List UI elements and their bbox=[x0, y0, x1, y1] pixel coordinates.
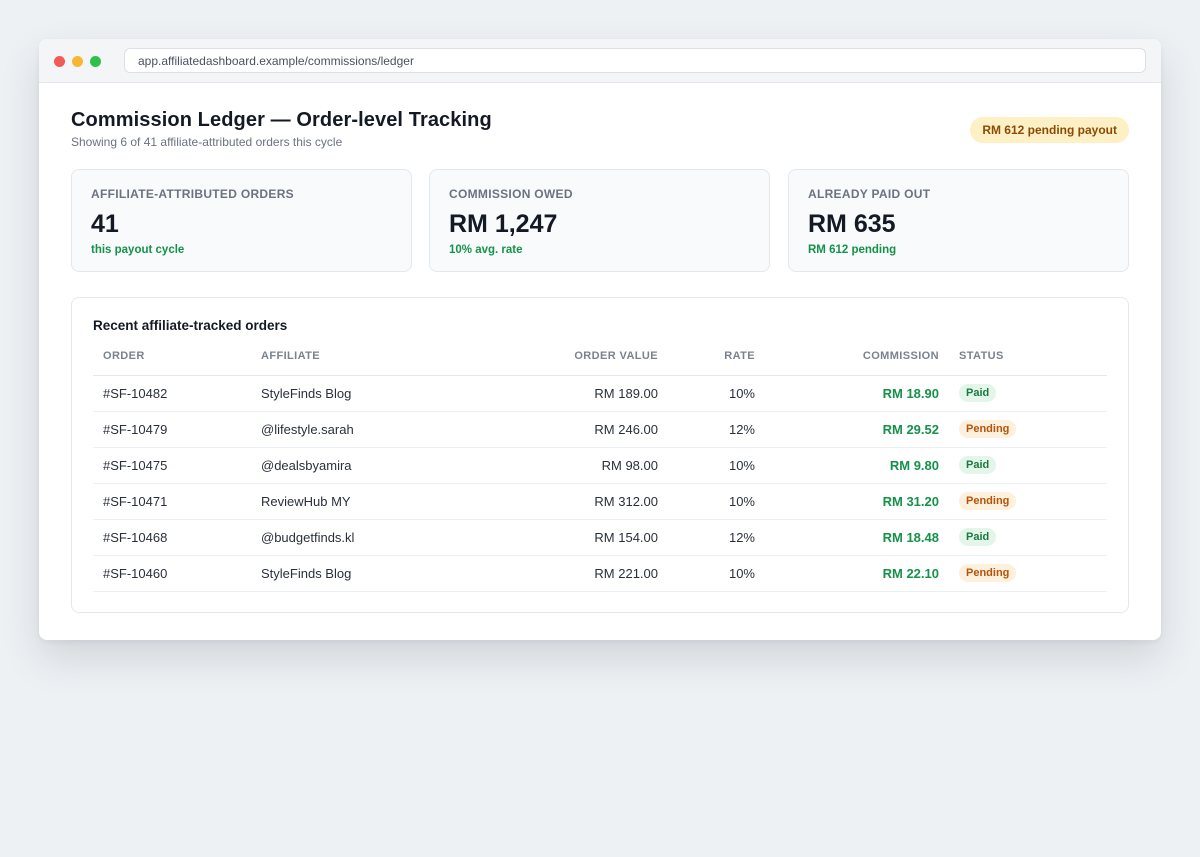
stat-card-commission-owed: COMMISSION OWED RM 1,247 10% avg. rate bbox=[429, 169, 770, 272]
close-window-dot[interactable] bbox=[54, 56, 65, 67]
stat-note: this payout cycle bbox=[91, 244, 185, 256]
order-id: #SF-10471 bbox=[93, 483, 251, 520]
stat-note: 10% avg. rate bbox=[449, 244, 523, 256]
table-title: Recent affiliate-tracked orders bbox=[93, 318, 288, 333]
stat-note: RM 612 pending bbox=[808, 244, 897, 256]
column-header-commission[interactable]: COMMISSION bbox=[765, 350, 949, 376]
affiliate-name: @dealsbyamira bbox=[251, 447, 481, 484]
commission-rate: 10% bbox=[668, 483, 765, 520]
commission-rate: 10% bbox=[668, 555, 765, 592]
column-header-rate[interactable]: RATE bbox=[668, 350, 765, 376]
order-value: RM 246.00 bbox=[481, 411, 668, 448]
affiliate-name: StyleFinds Blog bbox=[251, 555, 481, 592]
stat-value: RM 1,247 bbox=[449, 210, 558, 238]
stat-value: RM 635 bbox=[808, 210, 896, 238]
status-cell: Paid bbox=[949, 519, 1107, 556]
order-id: #SF-10460 bbox=[93, 555, 251, 592]
stat-label: ALREADY PAID OUT bbox=[808, 187, 931, 201]
column-header-affiliate[interactable]: AFFILIATE bbox=[251, 350, 481, 376]
status-badge: Pending bbox=[959, 492, 1017, 510]
orders-table-card: Recent affiliate-tracked orders ORDER AF… bbox=[71, 297, 1129, 613]
stat-label: AFFILIATE-ATTRIBUTED ORDERS bbox=[91, 187, 294, 201]
maximize-window-dot[interactable] bbox=[90, 56, 101, 67]
page-subtitle: Showing 6 of 41 affiliate-attributed ord… bbox=[71, 135, 343, 149]
status-cell: Pending bbox=[949, 483, 1107, 520]
stat-value: 41 bbox=[91, 210, 119, 238]
table-header-row: ORDER AFFILIATE ORDER VALUE RATE COMMISS… bbox=[93, 350, 1107, 376]
order-value: RM 98.00 bbox=[481, 447, 668, 484]
status-cell: Paid bbox=[949, 375, 1107, 412]
affiliate-name: ReviewHub MY bbox=[251, 483, 481, 520]
table-row[interactable]: #SF-10475 @dealsbyamira RM 98.00 10% RM … bbox=[93, 447, 1107, 484]
commission-amount: RM 18.90 bbox=[765, 375, 949, 412]
order-id: #SF-10479 bbox=[93, 411, 251, 448]
status-cell: Pending bbox=[949, 411, 1107, 448]
order-value: RM 154.00 bbox=[481, 519, 668, 556]
affiliate-name: @budgetfinds.kl bbox=[251, 519, 481, 556]
order-value: RM 189.00 bbox=[481, 375, 668, 412]
commission-amount: RM 9.80 bbox=[765, 447, 949, 484]
commission-rate: 12% bbox=[668, 411, 765, 448]
browser-titlebar: app.affiliatedashboard.example/commissio… bbox=[39, 39, 1161, 83]
affiliate-name: @lifestyle.sarah bbox=[251, 411, 481, 448]
stat-label: COMMISSION OWED bbox=[449, 187, 573, 201]
status-badge: Paid bbox=[959, 456, 997, 474]
commission-amount: RM 22.10 bbox=[765, 555, 949, 592]
commission-rate: 12% bbox=[668, 519, 765, 556]
orders-table: ORDER AFFILIATE ORDER VALUE RATE COMMISS… bbox=[93, 350, 1107, 592]
order-id: #SF-10482 bbox=[93, 375, 251, 412]
table-row[interactable]: #SF-10482 StyleFinds Blog RM 189.00 10% … bbox=[93, 375, 1107, 412]
table-row[interactable]: #SF-10468 @budgetfinds.kl RM 154.00 12% … bbox=[93, 519, 1107, 556]
column-header-status[interactable]: STATUS bbox=[949, 350, 1107, 376]
table-row[interactable]: #SF-10479 @lifestyle.sarah RM 246.00 12%… bbox=[93, 411, 1107, 448]
pending-payout-badge: RM 612 pending payout bbox=[970, 117, 1129, 143]
order-value: RM 312.00 bbox=[481, 483, 668, 520]
affiliate-name: StyleFinds Blog bbox=[251, 375, 481, 412]
commission-amount: RM 29.52 bbox=[765, 411, 949, 448]
commission-rate: 10% bbox=[668, 375, 765, 412]
column-header-order-value[interactable]: ORDER VALUE bbox=[481, 350, 668, 376]
status-badge: Paid bbox=[959, 528, 997, 546]
status-cell: Pending bbox=[949, 555, 1107, 592]
stat-card-attributed-orders: AFFILIATE-ATTRIBUTED ORDERS 41 this payo… bbox=[71, 169, 412, 272]
column-header-order[interactable]: ORDER bbox=[93, 350, 251, 376]
table-row[interactable]: #SF-10460 StyleFinds Blog RM 221.00 10% … bbox=[93, 555, 1107, 592]
table-row[interactable]: #SF-10471 ReviewHub MY RM 312.00 10% RM … bbox=[93, 483, 1107, 520]
order-id: #SF-10468 bbox=[93, 519, 251, 556]
commission-amount: RM 18.48 bbox=[765, 519, 949, 556]
status-badge: Pending bbox=[959, 420, 1017, 438]
status-cell: Paid bbox=[949, 447, 1107, 484]
page-title: Commission Ledger — Order-level Tracking bbox=[71, 109, 492, 131]
order-id: #SF-10475 bbox=[93, 447, 251, 484]
commission-amount: RM 31.20 bbox=[765, 483, 949, 520]
browser-window: app.affiliatedashboard.example/commissio… bbox=[39, 39, 1161, 640]
status-badge: Paid bbox=[959, 384, 997, 402]
commission-rate: 10% bbox=[668, 447, 765, 484]
address-bar[interactable]: app.affiliatedashboard.example/commissio… bbox=[124, 48, 1146, 73]
order-value: RM 221.00 bbox=[481, 555, 668, 592]
stat-card-paid-out: ALREADY PAID OUT RM 635 RM 612 pending bbox=[788, 169, 1129, 272]
minimize-window-dot[interactable] bbox=[72, 56, 83, 67]
status-badge: Pending bbox=[959, 564, 1017, 582]
